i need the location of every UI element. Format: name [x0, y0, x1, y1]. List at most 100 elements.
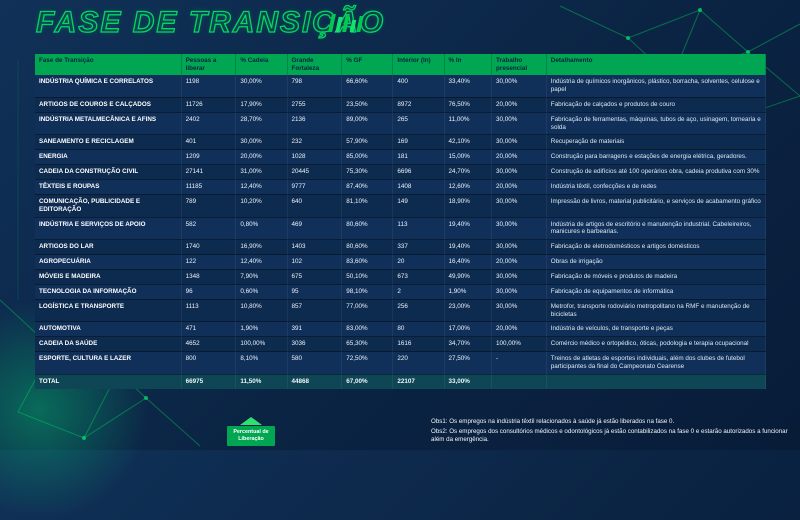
detalhamento-cell: Treinos de atletas de esportes individua…: [546, 351, 767, 375]
pessoas-a-liberar-cell: 800: [181, 351, 237, 375]
detalhamento-cell: Fabricação de calçados e produtos de cou…: [546, 97, 767, 113]
pct-cadeia-cell: 28,70%: [235, 112, 288, 136]
total-label-cell: TOTAL: [35, 374, 182, 389]
total-interior-cell: 22107: [392, 374, 445, 389]
table-row: ENERGIA 1209 20,00% 1028 85,00% 181 15,0…: [35, 149, 767, 166]
interior-cell: 400: [392, 75, 445, 98]
grande-fortaleza-cell: 95: [287, 284, 343, 300]
total-pessoas-cell: 66975: [181, 374, 237, 389]
trabalho-presencial-cell: 30,00%: [491, 284, 547, 300]
interior-cell: 1616: [392, 336, 445, 353]
interior-cell: 1408: [392, 179, 445, 195]
table-row: ARTIGOS DO LAR 1740 16,90% 1403 80,60% 3…: [35, 239, 767, 256]
pessoas-a-liberar-cell: 2402: [181, 112, 237, 136]
pct-cadeia-cell: 17,90%: [235, 97, 288, 113]
pct-cadeia-cell: 12,40%: [235, 179, 288, 195]
table-row: CADEIA DA CONSTRUÇÃO CIVIL 27141 31,00% …: [35, 164, 767, 180]
table-footer: TOTAL 66975 11,50% 44868 67,00% 22107 33…: [35, 374, 767, 389]
trabalho-presencial-cell: 30,00%: [491, 217, 547, 241]
detalhamento-cell: Construção para barragens e estações de …: [546, 149, 767, 166]
pct-in-cell: 11,00%: [444, 112, 493, 136]
trabalho-presencial-cell: 30,00%: [491, 239, 547, 256]
pessoas-a-liberar-cell: 789: [181, 194, 237, 218]
pct-gf-cell: 80,60%: [341, 239, 394, 256]
pessoas-a-liberar-cell: 11185: [181, 179, 237, 195]
interior-cell: 20: [392, 254, 445, 270]
table-header-row: Fase de Transição Pessoas a liberar % Ca…: [35, 54, 767, 76]
detalhamento-cell: Indústria de artigos de escritório e man…: [546, 217, 767, 241]
pct-cadeia-cell: 8,10%: [235, 351, 288, 375]
grande-fortaleza-cell: 20445: [287, 164, 343, 180]
pct-gf-cell: 77,00%: [341, 299, 394, 323]
column-header-pessoas: Pessoas a liberar: [181, 54, 237, 76]
interior-cell: 337: [392, 239, 445, 256]
grande-fortaleza-cell: 2136: [287, 112, 343, 136]
column-header-grande-fortaleza: Grande Fortaleza: [287, 54, 343, 76]
table-row: TECNOLOGIA DA INFORMAÇÃO 96 0,60% 95 98,…: [35, 284, 767, 300]
detalhamento-cell: Comércio médico e ortopédico, óticas, po…: [546, 336, 767, 353]
interior-cell: 2: [392, 284, 445, 300]
interior-cell: 149: [392, 194, 445, 218]
interior-cell: 169: [392, 134, 445, 151]
interior-cell: 80: [392, 321, 445, 338]
interior-cell: 181: [392, 149, 445, 166]
pessoas-a-liberar-cell: 27141: [181, 164, 237, 180]
pct-gf-cell: 81,10%: [341, 194, 394, 218]
interior-cell: 256: [392, 299, 445, 323]
grande-fortaleza-cell: 1403: [287, 239, 343, 256]
table-row: COMUNICAÇÃO, PUBLICIDADE E EDITORAÇÃO 78…: [35, 194, 767, 218]
total-row: TOTAL 66975 11,50% 44868 67,00% 22107 33…: [35, 374, 767, 389]
pct-in-cell: 34,70%: [444, 336, 493, 353]
total-trabalho-cell: [491, 374, 547, 389]
pct-cadeia-cell: 20,00%: [235, 149, 288, 166]
grande-fortaleza-cell: 580: [287, 351, 343, 375]
column-header-trabalho-presencial: Trabalho presencial: [491, 54, 547, 76]
grande-fortaleza-cell: 798: [287, 75, 343, 98]
pct-in-cell: 24,70%: [444, 164, 493, 180]
sector-name-cell: ARTIGOS DO LAR: [35, 239, 182, 256]
sector-name-cell: AGROPECUÁRIA: [35, 254, 182, 270]
detalhamento-cell: Fabricação de ferramentas, máquinas, tub…: [546, 112, 767, 136]
pct-cadeia-cell: 16,90%: [235, 239, 288, 256]
table-body: INDÚSTRIA QUÍMICA E CORRELATOS 1198 30,0…: [35, 75, 767, 375]
trabalho-presencial-cell: 30,00%: [491, 75, 547, 98]
pct-in-cell: 17,00%: [444, 321, 493, 338]
trabalho-presencial-cell: 30,00%: [491, 112, 547, 136]
pct-gf-cell: 98,10%: [341, 284, 394, 300]
trabalho-presencial-cell: 30,00%: [491, 164, 547, 180]
total-detalhamento-cell: [546, 374, 767, 389]
sector-name-cell: LOGÍSTICA E TRANSPORTE: [35, 299, 182, 323]
badge-label: Percentual de Liberação: [227, 426, 275, 446]
table-row: ARTIGOS DE COUROS E CALÇADOS 11726 17,90…: [35, 97, 767, 113]
grande-fortaleza-cell: 232: [287, 134, 343, 151]
sector-name-cell: CADEIA DA SAÚDE: [35, 336, 182, 353]
trabalho-presencial-cell: 20,00%: [491, 254, 547, 270]
detalhamento-cell: Metrofor, transporte rodoviário metropol…: [546, 299, 767, 323]
liberation-percentage-badge: Percentual de Liberação: [227, 417, 275, 446]
pct-cadeia-cell: 12,40%: [235, 254, 288, 270]
sector-name-cell: CADEIA DA CONSTRUÇÃO CIVIL: [35, 164, 182, 180]
detalhamento-cell: Indústria têxtil, confecções e de redes: [546, 179, 767, 195]
trabalho-presencial-cell: 20,00%: [491, 97, 547, 113]
column-header-pct-cadeia: % Cadeia: [235, 54, 288, 76]
pct-cadeia-cell: 30,00%: [235, 75, 288, 98]
trabalho-presencial-cell: 30,00%: [491, 269, 547, 285]
sector-name-cell: ESPORTE, CULTURA E LAZER: [35, 351, 182, 375]
pct-in-cell: 33,40%: [444, 75, 493, 98]
grande-fortaleza-cell: 675: [287, 269, 343, 285]
transition-phase-table-container: Fase de Transição Pessoas a liberar % Ca…: [35, 54, 767, 389]
sector-name-cell: ENERGIA: [35, 149, 182, 166]
interior-cell: 113: [392, 217, 445, 241]
pct-gf-cell: 87,40%: [341, 179, 394, 195]
pct-gf-cell: 65,30%: [341, 336, 394, 353]
pct-cadeia-cell: 7,90%: [235, 269, 288, 285]
pct-in-cell: 49,90%: [444, 269, 493, 285]
table-row: CADEIA DA SAÚDE 4652 100,00% 3036 65,30%…: [35, 336, 767, 353]
footnote-obs2: Obs2: Os empregos dos consultórios médic…: [431, 427, 788, 444]
grande-fortaleza-cell: 857: [287, 299, 343, 323]
table-row: INDÚSTRIA METALMECÂNICA E AFINS 2402 28,…: [35, 112, 767, 136]
total-pct-gf-cell: 67,00%: [341, 374, 394, 389]
total-pct-in-cell: 33,00%: [444, 374, 493, 389]
interior-cell: 6696: [392, 164, 445, 180]
interior-cell: 8972: [392, 97, 445, 113]
